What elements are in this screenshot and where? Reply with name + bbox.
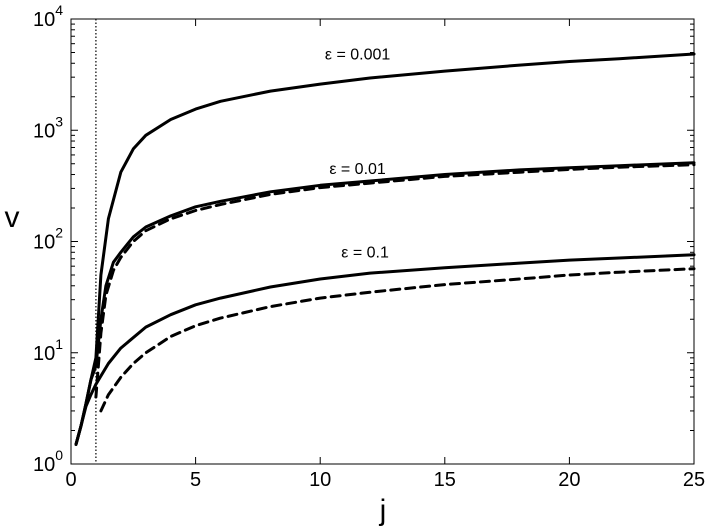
annotations-layer: ε = 0.001 ε = 0.01 ε = 0.1 xyxy=(325,46,391,261)
x-tick-label: 15 xyxy=(434,469,456,491)
series-layer xyxy=(74,52,696,446)
y-tick-label: 100 xyxy=(33,447,63,476)
series-line-2 xyxy=(74,161,696,446)
y-tick-label: 101 xyxy=(33,336,63,365)
y-tick-label: 104 xyxy=(33,2,63,31)
series-line-3 xyxy=(94,163,696,399)
series-line-4 xyxy=(74,253,696,446)
x-tick-label: 5 xyxy=(190,469,201,491)
y-tick-label: 103 xyxy=(33,113,63,142)
plot-area xyxy=(70,18,695,465)
x-tick-label: 10 xyxy=(309,469,331,491)
ticks-layer: 0 5 10 15 20 25 100 101 102 103 104 xyxy=(33,2,705,491)
curve-annotation: ε = 0.1 xyxy=(341,244,389,261)
curve-annotation: ε = 0.001 xyxy=(325,46,391,63)
x-tick-label: 25 xyxy=(683,469,705,491)
series-line-5 xyxy=(99,267,696,413)
x-tick-label: 20 xyxy=(558,469,580,491)
curve-annotation: ε = 0.01 xyxy=(329,161,386,178)
x-tick-label: 0 xyxy=(65,469,76,491)
y-axis-label: v xyxy=(5,201,20,234)
y-tick-label: 102 xyxy=(33,225,63,254)
plot-frame xyxy=(70,18,695,465)
x-axis-label: j xyxy=(379,494,387,527)
